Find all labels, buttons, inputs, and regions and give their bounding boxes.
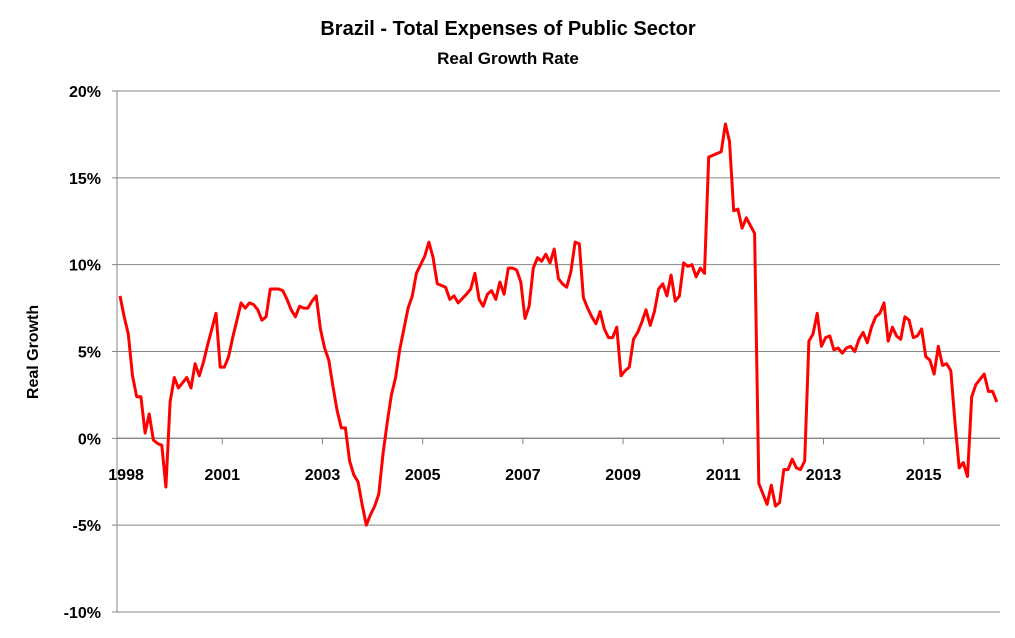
y-tick-label: 15% (69, 171, 101, 188)
x-tick-label: 2001 (204, 467, 240, 484)
x-tick-label: 1998 (108, 467, 144, 484)
y-tick-label: 0% (78, 431, 101, 448)
y-tick-label: 10% (69, 258, 101, 275)
x-tick-label: 2009 (605, 467, 641, 484)
x-tick-label: 2003 (305, 467, 341, 484)
y-tick-label: -10% (64, 605, 101, 622)
x-tick-label: 2007 (505, 467, 541, 484)
x-tick-label: 2013 (806, 467, 842, 484)
y-tick-label: -5% (73, 518, 101, 535)
x-tick-label: 2005 (405, 467, 441, 484)
y-axis-label: Real Growth (25, 305, 42, 399)
y-tick-label: 20% (69, 84, 101, 101)
chart-subtitle: Real Growth Rate (437, 49, 579, 68)
x-tick-label: 2011 (706, 467, 741, 484)
series-line (118, 122, 999, 527)
chart-title: Brazil - Total Expenses of Public Sector (320, 18, 695, 40)
x-tick-label: 2015 (906, 467, 942, 484)
y-tick-label: 5% (78, 345, 101, 362)
